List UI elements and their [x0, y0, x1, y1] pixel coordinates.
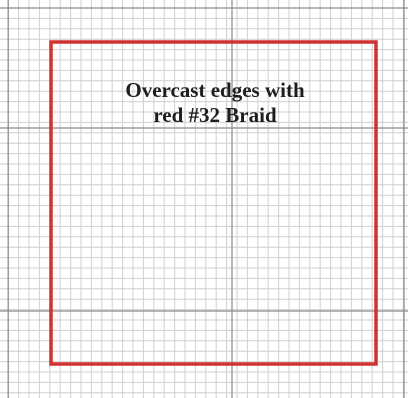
overcast-note: Overcast edges with red #32 Braid: [90, 78, 340, 128]
overcast-outline: [49, 40, 378, 366]
note-line-2: red #32 Braid: [153, 103, 277, 127]
note-line-1: Overcast edges with: [125, 78, 305, 102]
